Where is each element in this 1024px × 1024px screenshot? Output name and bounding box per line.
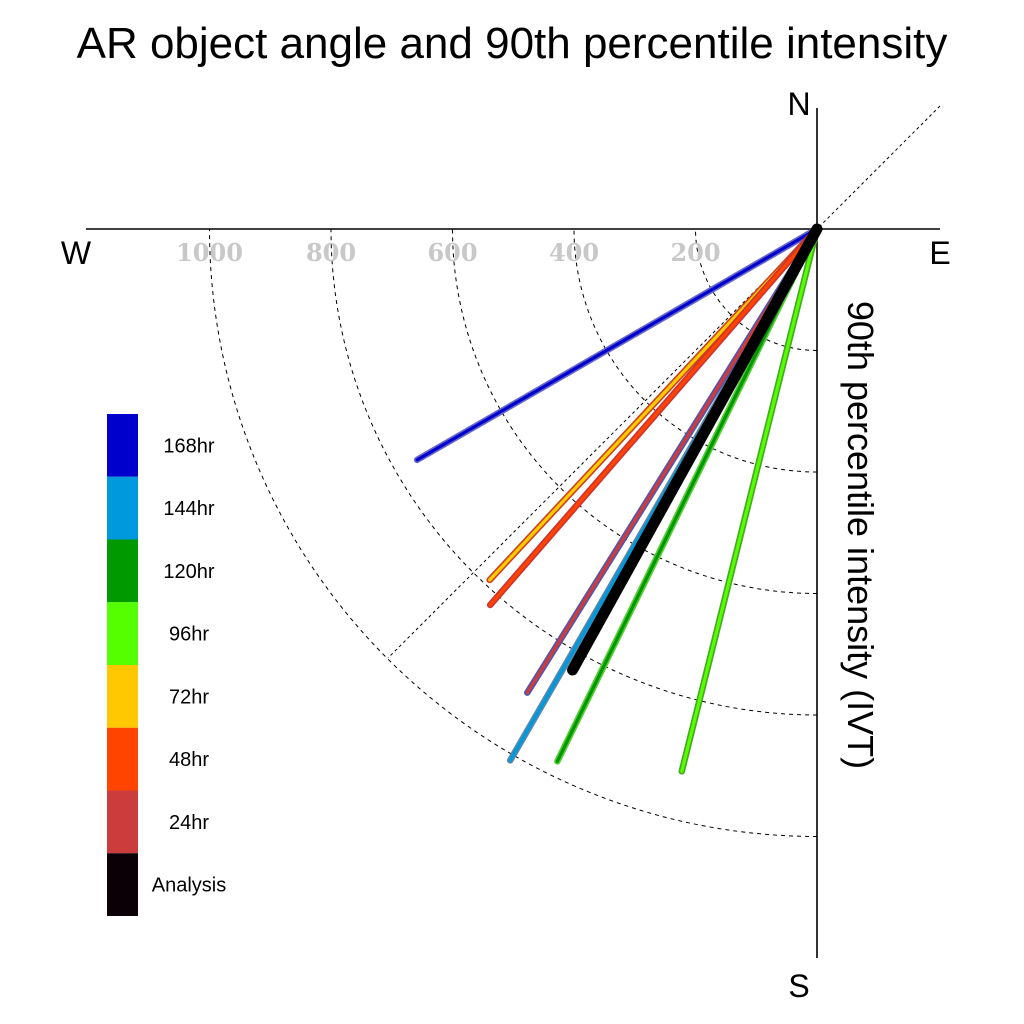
- radial-tick-labels: 200 400 600 800 1000: [176, 238, 720, 267]
- legend-label: 120hr: [163, 561, 214, 583]
- radial-tick-label: 600: [427, 238, 477, 267]
- legend-label: 96hr: [169, 624, 209, 646]
- compass-north: N: [787, 86, 810, 122]
- y-axis-label: 90th percentile intensity (IVT): [840, 301, 881, 769]
- compass-east: E: [929, 235, 950, 271]
- radial-tick-label: 800: [306, 238, 356, 267]
- legend-label: 72hr: [169, 686, 209, 708]
- legend-swatch: [107, 853, 138, 916]
- vector-96hr: [680, 227, 819, 773]
- radial-tick-label: 1000: [176, 238, 243, 267]
- vector-series: [413, 223, 823, 775]
- legend-label: 144hr: [163, 498, 214, 520]
- legend: 168hr 144hr 120hr 96hr 72hr 48hr 24hr Analysis: [107, 414, 226, 916]
- vector-168hr: [415, 227, 819, 462]
- legend-label: 24hr: [169, 812, 209, 834]
- compass-west: W: [61, 235, 92, 271]
- chart-title: AR object angle and 90th percentile inte…: [77, 19, 948, 68]
- origin-point: [813, 225, 821, 233]
- legend-swatch: [107, 539, 138, 603]
- radial-tick-label: 200: [670, 238, 720, 267]
- radial-tick-label: 400: [549, 238, 599, 267]
- legend-swatch: [107, 476, 138, 540]
- grid-ring: [695, 228, 818, 351]
- vector-48hr: [488, 227, 819, 607]
- legend-label: 168hr: [163, 435, 214, 457]
- vector-analysis: [567, 224, 822, 676]
- polar-grid: [209, 105, 941, 837]
- legend-swatch: [107, 727, 138, 791]
- grid-ring: [330, 228, 818, 716]
- legend-swatch: [107, 414, 138, 477]
- legend-label: Analysis: [152, 875, 226, 897]
- compass-south: S: [788, 968, 809, 1004]
- legend-swatch: [107, 602, 138, 665]
- legend-label: 48hr: [169, 749, 209, 771]
- legend-swatch: [107, 790, 138, 854]
- legend-swatch: [107, 665, 138, 728]
- grid-ring: [209, 228, 818, 837]
- grid-diagonal: [387, 105, 941, 659]
